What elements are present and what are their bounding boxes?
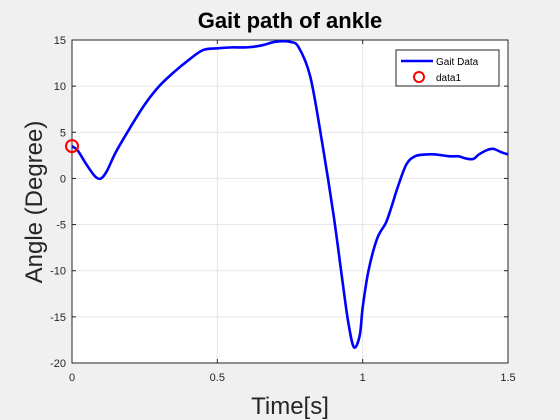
x-tick-labels: 0 0.5 1 1.5	[69, 372, 516, 384]
y-tick-labels: 15 10 5 0 -5 -10 -15 -20	[50, 35, 66, 370]
y-tick-label: 15	[54, 35, 66, 47]
x-axis-label: Time[s]	[251, 393, 329, 420]
legend-box	[395, 49, 500, 87]
y-tick-label: -5	[56, 220, 66, 232]
y-tick-label: -20	[50, 358, 66, 370]
axes-box	[71, 39, 509, 364]
y-tick-label: -10	[50, 266, 66, 278]
legend: Gait Data data1	[395, 49, 500, 87]
x-tick-label: 0.5	[210, 372, 225, 384]
x-tick-label: 1	[360, 372, 366, 384]
legend-label-gait-data: Gait Data	[436, 57, 479, 68]
y-tick-label: -15	[50, 312, 66, 324]
y-axis-label: Angle (Degree)	[21, 121, 48, 284]
x-tick-label: 1.5	[500, 372, 515, 384]
x-tick-label: 0	[69, 372, 75, 384]
ticks	[71, 39, 509, 364]
series-line-gait-data	[71, 39, 509, 350]
plot-area	[72, 40, 508, 363]
y-tick-label: 0	[60, 173, 66, 185]
series-layer	[65, 39, 509, 350]
data-point-data1	[65, 139, 79, 154]
y-tick-label: 5	[60, 127, 66, 139]
chart-title: Gait path of ankle	[198, 8, 383, 33]
legend-label-data1: data1	[436, 73, 461, 84]
legend-marker-data1	[413, 71, 425, 83]
y-tick-label: 10	[54, 81, 66, 93]
